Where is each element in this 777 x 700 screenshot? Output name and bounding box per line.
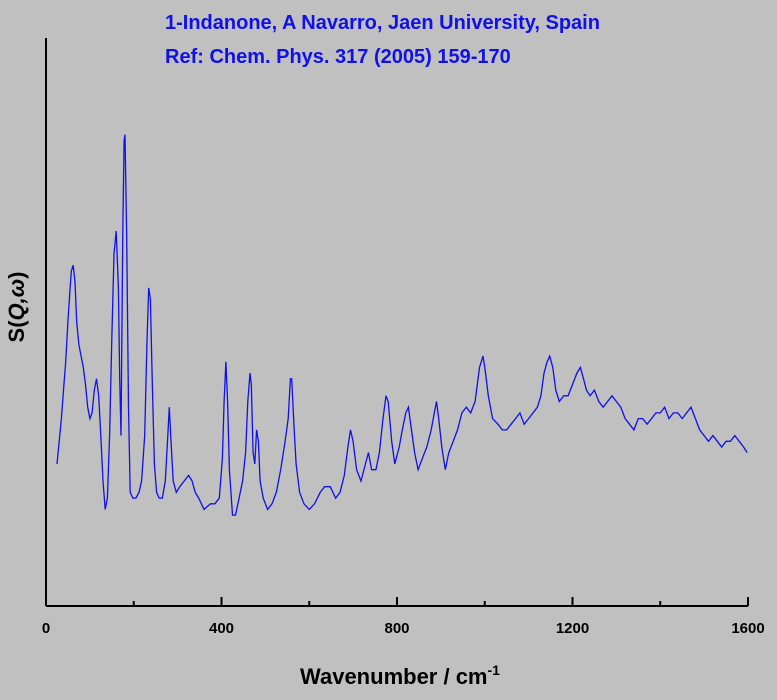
x-tick-label: 400 [209, 620, 234, 637]
y-axis-label-italic: Q,ω [4, 279, 29, 321]
x-ticks-group: 0 400 800 1200 1600 [42, 597, 765, 637]
y-axis-label-main: S( [4, 320, 29, 343]
y-axis-label: S(Q,ω) [4, 272, 29, 343]
x-tick-label: 1200 [556, 620, 589, 637]
x-tick-label: 800 [384, 620, 409, 637]
x-axis-label-sup: -1 [488, 662, 501, 678]
chart-title-line-2: Ref: Chem. Phys. 317 (2005) 159-170 [165, 46, 511, 68]
spectrum-line [56, 134, 748, 516]
x-tick-label: 1600 [731, 620, 764, 637]
y-axis-label-close: ) [4, 272, 29, 279]
x-axis-label: Wavenumber / cm-1 [300, 662, 500, 689]
x-tick-label: 0 [42, 620, 50, 637]
chart-title-line-1: 1-Indanone, A Navarro, Jaen University, … [165, 12, 600, 34]
x-axis-label-main: Wavenumber / cm [300, 664, 487, 689]
